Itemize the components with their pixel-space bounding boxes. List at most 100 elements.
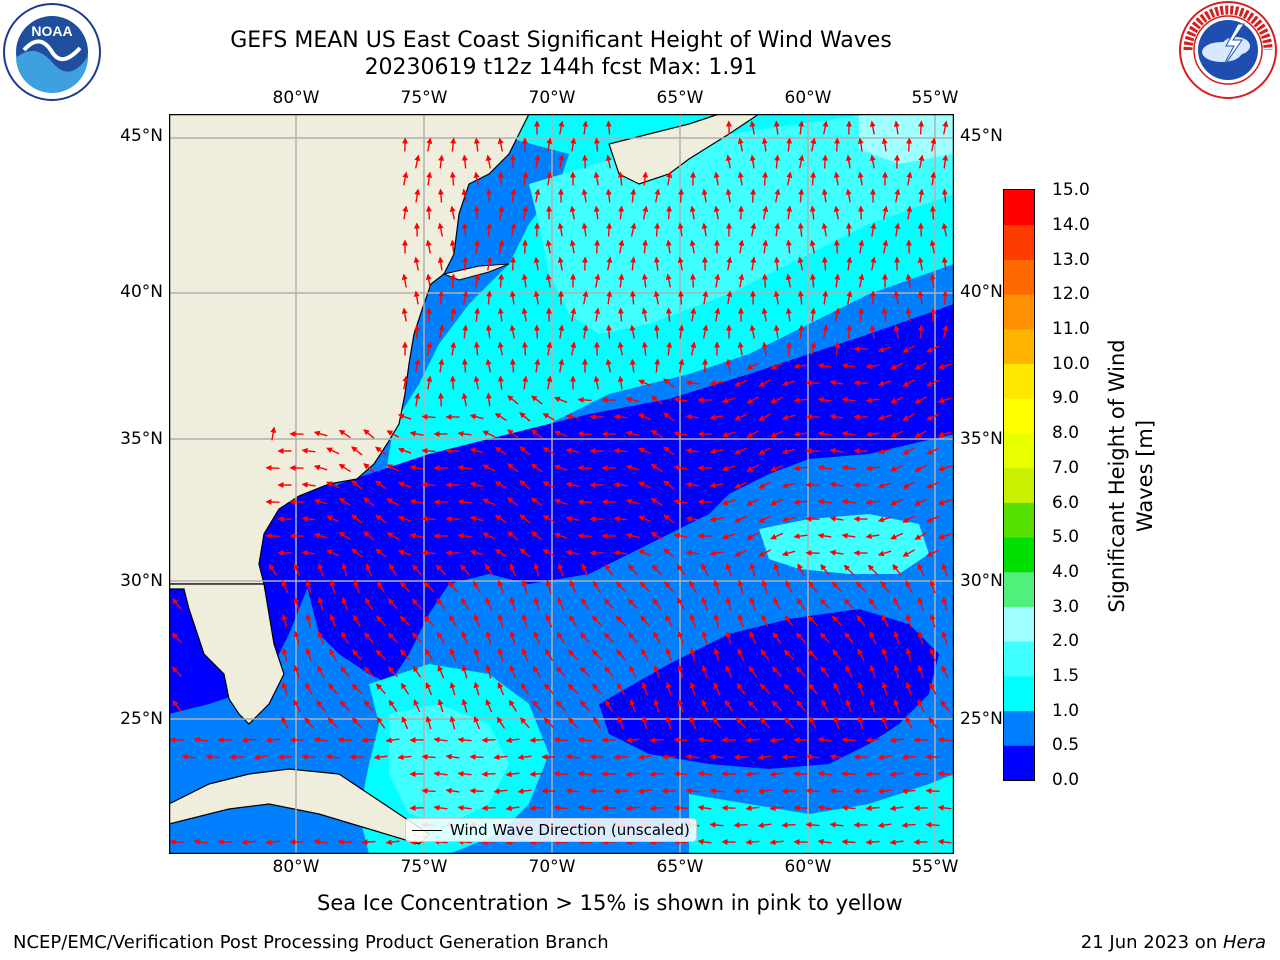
colorbar-tick: 10.0 — [1052, 354, 1090, 374]
wave-direction-arrow — [650, 429, 663, 439]
wave-direction-arrow — [734, 413, 748, 421]
wave-direction-arrow — [510, 256, 517, 271]
wave-direction-arrow — [577, 498, 592, 505]
wave-direction-arrow — [701, 664, 708, 679]
wave-direction-arrow — [877, 448, 892, 455]
wave-direction-arrow — [374, 548, 387, 558]
lon-label: 55°W — [911, 88, 959, 108]
wave-direction-arrow — [841, 804, 856, 811]
wave-direction-arrow — [817, 464, 832, 471]
wave-direction-arrow — [469, 447, 484, 454]
wave-direction-arrow — [697, 838, 712, 845]
wave-direction-arrow — [649, 771, 664, 778]
wave-direction-arrow — [555, 666, 566, 678]
wave-direction-arrow — [649, 805, 664, 812]
wave-direction-arrow — [689, 205, 696, 220]
wave-direction-arrow — [770, 498, 784, 506]
wave-direction-arrow — [629, 290, 636, 305]
wave-direction-arrow — [497, 307, 504, 322]
wave-direction-arrow — [890, 396, 904, 404]
wave-direction-arrow — [401, 307, 408, 322]
wave-direction-arrow — [685, 515, 700, 522]
wave-direction-arrow — [857, 171, 864, 186]
wave-direction-arrow — [617, 715, 625, 730]
wave-band-0-0.5-south — [599, 609, 939, 769]
wave-direction-arrow — [689, 647, 696, 662]
wave-direction-arrow — [829, 821, 844, 828]
wave-direction-arrow — [877, 346, 892, 353]
wave-direction-arrow — [737, 341, 744, 356]
wave-direction-arrow — [772, 631, 782, 644]
wave-direction-arrow — [433, 770, 448, 777]
wave-direction-arrow — [316, 700, 326, 712]
wave-direction-arrow — [301, 515, 316, 522]
wave-direction-arrow — [375, 649, 387, 661]
wave-direction-arrow — [757, 822, 772, 829]
wave-direction-arrow — [448, 581, 458, 593]
wave-direction-arrow — [697, 770, 712, 777]
wave-direction-arrow — [665, 647, 672, 662]
wave-direction-arrow — [546, 375, 553, 390]
wave-direction-arrow — [881, 137, 888, 152]
wave-direction-arrow — [677, 698, 684, 713]
wave-direction-arrow — [361, 737, 376, 744]
wave-direction-arrow — [557, 597, 565, 611]
wave-direction-arrow — [581, 188, 588, 203]
wave-direction-arrow — [265, 464, 280, 471]
wave-direction-arrow — [822, 154, 829, 169]
wave-direction-arrow — [893, 324, 900, 339]
wave-direction-arrow — [930, 137, 937, 152]
wave-direction-arrow — [386, 430, 400, 438]
wave-direction-arrow — [582, 290, 589, 305]
wave-direction-arrow — [881, 614, 889, 628]
colorbar-tick: 15.0 — [1052, 180, 1090, 200]
wave-direction-arrow — [498, 205, 505, 220]
lon-label: 80°W — [272, 88, 320, 108]
wave-direction-arrow — [798, 188, 805, 203]
wave-direction-arrow — [301, 447, 316, 454]
wave-direction-arrow — [472, 580, 482, 593]
wave-direction-arrow — [725, 665, 733, 679]
wave-direction-arrow — [841, 498, 856, 505]
wave-direction-arrow — [841, 430, 856, 437]
wave-direction-arrow — [558, 358, 565, 373]
wave-direction-arrow — [293, 563, 301, 577]
wave-direction-arrow — [497, 580, 505, 594]
wave-direction-arrow — [822, 290, 829, 305]
wave-direction-arrow — [810, 137, 817, 152]
wave-direction-arrow — [638, 447, 652, 455]
wave-direction-arrow — [613, 549, 628, 556]
wave-direction-arrow — [760, 648, 770, 661]
wave-direction-arrow — [205, 753, 220, 760]
wave-direction-arrow — [937, 736, 952, 743]
colorbar-tick: 6.0 — [1052, 493, 1080, 513]
wave-direction-arrow — [545, 614, 553, 628]
wave-direction-arrow — [485, 358, 492, 373]
wave-direction-arrow — [570, 307, 577, 322]
wave-direction-arrow — [553, 430, 568, 437]
wave-direction-arrow — [845, 698, 852, 713]
nws-logo — [1178, 0, 1278, 100]
wave-direction-arrow — [673, 804, 688, 811]
wave-direction-arrow — [734, 379, 748, 387]
wave-direction-arrow — [867, 564, 879, 576]
wave-direction-arrow — [737, 137, 744, 152]
wave-direction-arrow — [877, 754, 892, 761]
wave-direction-arrow — [329, 613, 336, 628]
wave-direction-arrow — [638, 549, 652, 557]
wave-direction-arrow — [493, 754, 508, 761]
wave-direction-arrow — [890, 464, 904, 472]
wave-direction-arrow — [629, 665, 637, 678]
wave-direction-arrow — [663, 446, 675, 456]
wave-direction-arrow — [351, 683, 363, 695]
wave-direction-arrow — [833, 239, 840, 254]
wave-direction-arrow — [858, 273, 865, 288]
wave-direction-arrow — [625, 532, 640, 539]
wave-direction-arrow — [606, 290, 613, 305]
wave-direction-arrow — [817, 532, 832, 539]
wave-direction-arrow — [925, 787, 940, 794]
wave-direction-arrow — [829, 515, 844, 522]
wave-direction-arrow — [617, 171, 624, 186]
wave-direction-arrow — [714, 273, 721, 288]
wave-direction-arrow — [485, 664, 492, 679]
